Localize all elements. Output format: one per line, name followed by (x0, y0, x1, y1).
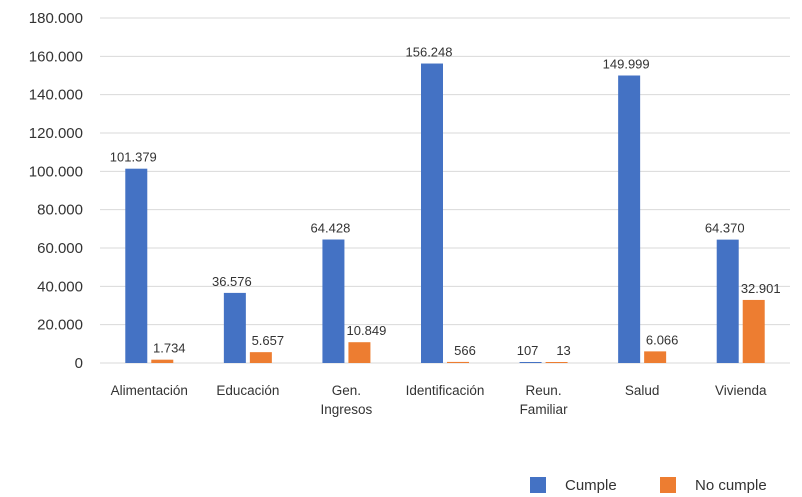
data-label: 32.901 (741, 281, 781, 296)
y-tick-label: 160.000 (29, 48, 83, 65)
bar-cumple (519, 362, 542, 363)
legend-label: No cumple (695, 477, 767, 494)
grid (100, 17, 790, 364)
data-label: 101.379 (110, 150, 157, 165)
legend-label: Cumple (565, 477, 617, 494)
y-axis: 0 20.000 40.000 60.000 80.000 100.000 120.000 1… (29, 10, 83, 372)
category-label: Vivienda (715, 383, 767, 398)
bar-cumple (223, 292, 246, 363)
bar-cumple (716, 239, 739, 363)
data-label: 566 (454, 343, 476, 358)
legend-swatch-no-cumple (660, 477, 676, 493)
data-labels: 101.379 1.734 36.576 5.657 64.428 10.849 156.2… (110, 45, 781, 358)
bar-cumple (322, 239, 345, 363)
y-tick-label: 120.000 (29, 125, 83, 142)
data-label: 149.999 (603, 57, 650, 72)
category-label: Identificación (406, 383, 485, 398)
bars (125, 63, 765, 364)
data-label: 64.428 (311, 221, 351, 236)
data-label: 13 (556, 343, 570, 358)
data-label: 1.734 (153, 341, 186, 356)
category-label: Salud (625, 383, 660, 398)
category-label: Gen. Ingresos (321, 383, 373, 417)
bar-cumple (125, 168, 148, 363)
bar-no-cumple (249, 352, 272, 363)
bar-no-cumple (742, 299, 765, 363)
category-label: Alimentación (111, 383, 188, 398)
bar-no-cumple (151, 359, 174, 363)
data-label: 107 (517, 343, 539, 358)
bar-cumple (618, 75, 641, 363)
bar-no-cumple (644, 351, 667, 363)
y-tick-label: 20.000 (37, 317, 83, 334)
bar-no-cumple (447, 361, 469, 363)
x-axis: Alimentación Educación Gen. Ingresos Identif… (111, 383, 767, 417)
data-label: 64.370 (705, 221, 745, 236)
bar-no-cumple (348, 342, 371, 363)
category-label: Reun. Familiar (520, 383, 569, 417)
y-tick-label: 180.000 (29, 10, 83, 27)
y-tick-label: 60.000 (37, 240, 83, 257)
legend-swatch-cumple (530, 477, 546, 493)
category-label: Educación (216, 383, 279, 398)
data-label: 5.657 (252, 333, 285, 348)
legend: Cumple No cumple (530, 477, 767, 494)
y-tick-label: 100.000 (29, 163, 83, 180)
bar-cumple (421, 63, 443, 364)
y-tick-label: 80.000 (37, 202, 83, 219)
y-tick-label: 40.000 (37, 278, 83, 295)
bar-no-cumple (545, 362, 568, 363)
data-label: 36.576 (212, 274, 252, 289)
y-tick-label: 0 (75, 355, 83, 372)
data-label: 6.066 (646, 332, 679, 347)
y-tick-label: 140.000 (29, 87, 83, 104)
data-label: 156.248 (406, 45, 453, 60)
data-label: 10.849 (347, 323, 387, 338)
